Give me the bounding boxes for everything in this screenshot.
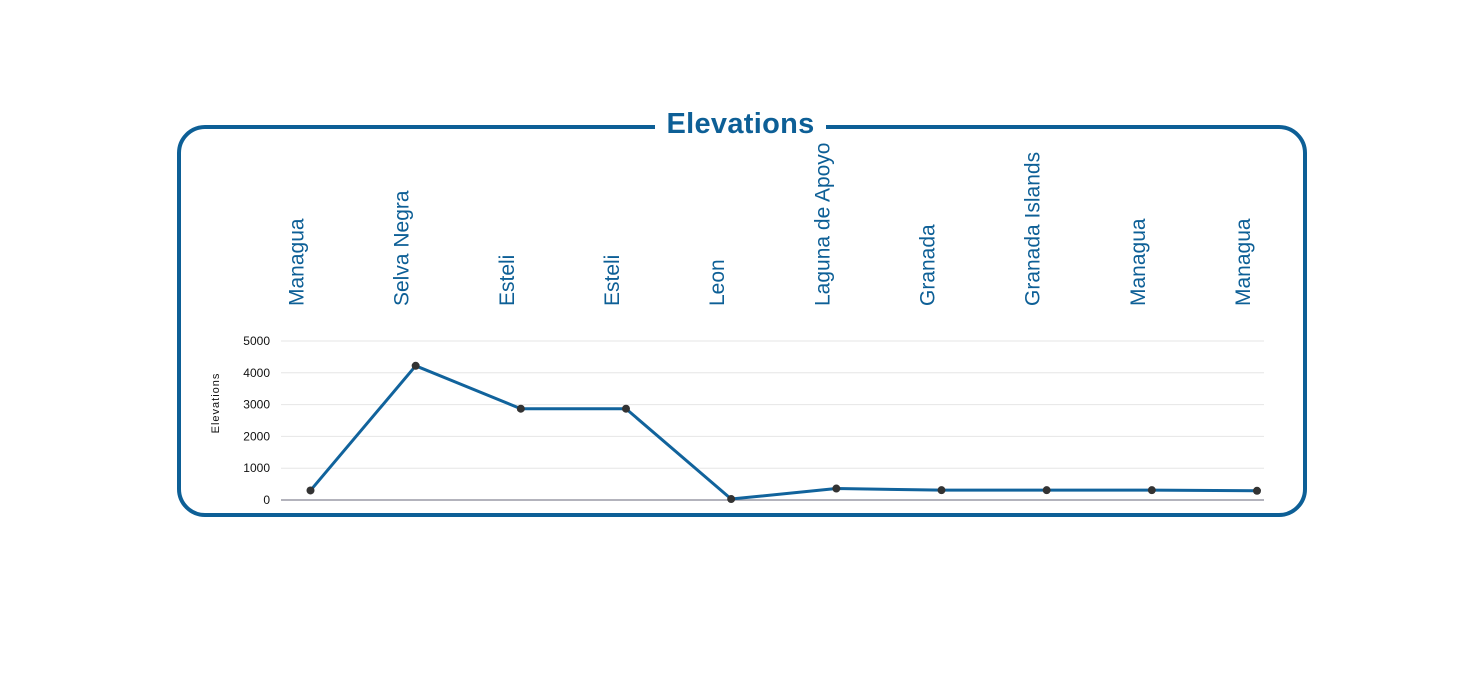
y-tick-label: 0 xyxy=(263,493,270,507)
y-tick-label: 4000 xyxy=(243,366,270,380)
category-label: Granada xyxy=(917,224,940,306)
category-label: Managua xyxy=(286,218,309,306)
data-point xyxy=(306,486,315,495)
category-label: Managua xyxy=(1127,218,1150,306)
data-point xyxy=(1253,486,1261,495)
category-label: Esteli xyxy=(496,255,519,306)
series-line xyxy=(309,364,1258,501)
chart-title: Elevations xyxy=(655,103,826,145)
y-axis-ticks: 0 1000 2000 3000 4000 5000 xyxy=(243,334,270,507)
series-elevations xyxy=(306,361,1261,504)
category-label: Esteli xyxy=(601,255,624,306)
y-tick-label: 1000 xyxy=(243,461,270,475)
data-point xyxy=(411,361,420,370)
data-point xyxy=(937,486,946,495)
x-axis-categories: Managua Selva Negra Esteli Esteli Leon Laguna… xyxy=(286,143,1256,307)
data-point xyxy=(1042,486,1051,495)
category-label: Managua xyxy=(1232,218,1255,306)
category-label: Leon xyxy=(706,259,729,306)
data-point xyxy=(1147,486,1156,495)
y-tick-label: 2000 xyxy=(243,429,270,443)
data-point xyxy=(622,404,630,413)
category-label: Selva Negra xyxy=(391,190,414,306)
data-point xyxy=(516,404,525,413)
y-tick-label: 5000 xyxy=(243,334,270,348)
y-tick-label: 3000 xyxy=(243,398,270,412)
category-label: Laguna de Apoyo xyxy=(811,143,834,307)
gridlines xyxy=(281,340,1264,501)
data-point xyxy=(727,495,736,504)
category-label: Granada Islands xyxy=(1022,152,1045,306)
y-axis-label: Elevations xyxy=(210,373,222,434)
data-point xyxy=(832,484,841,493)
